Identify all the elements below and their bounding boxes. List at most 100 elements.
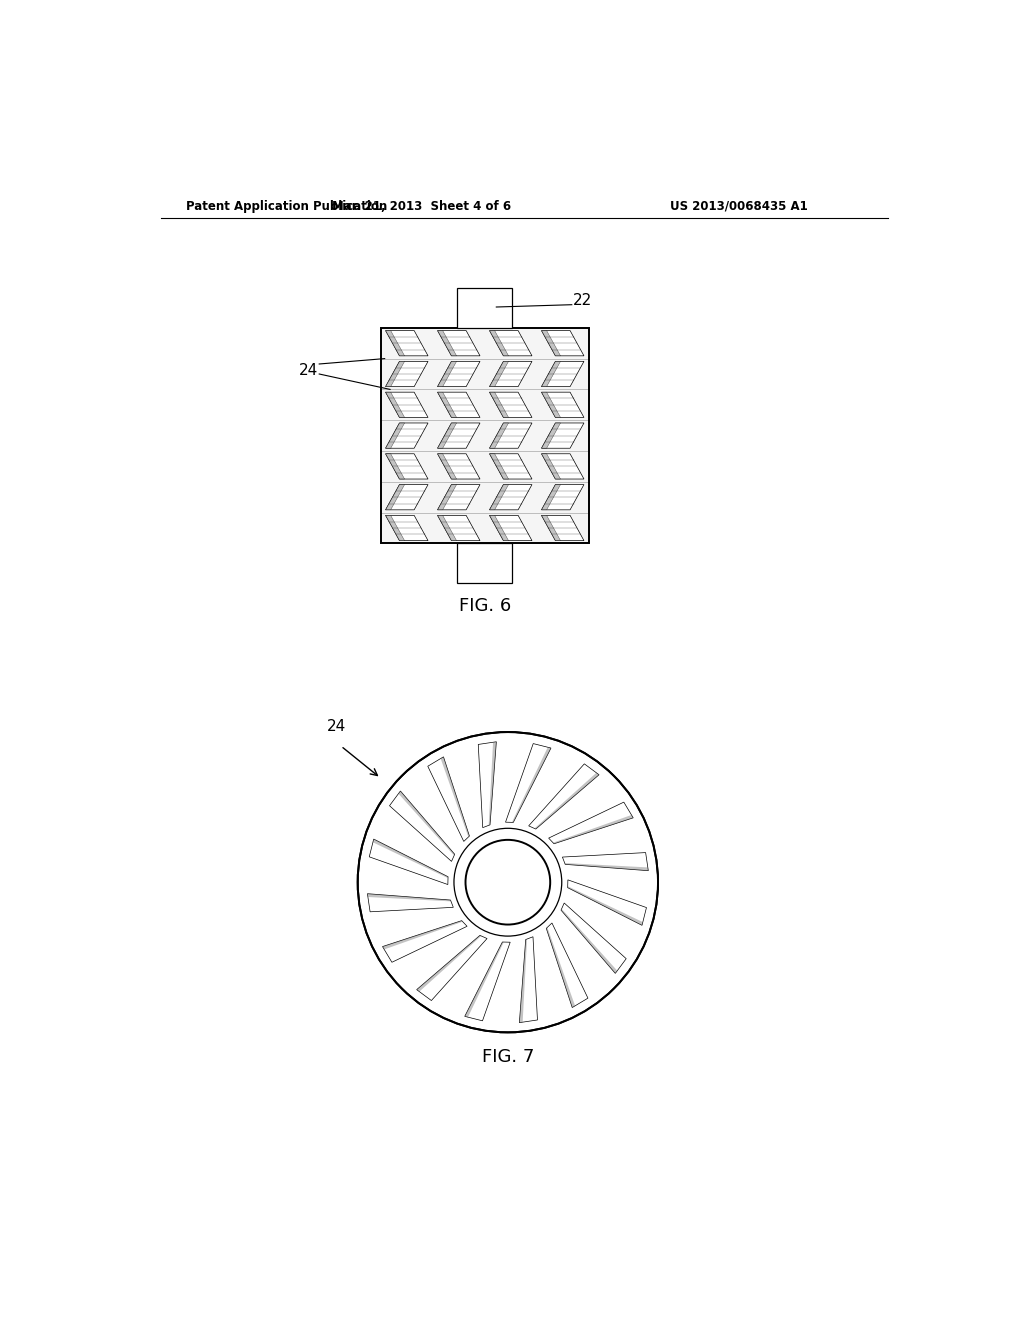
Polygon shape <box>417 936 487 1001</box>
Polygon shape <box>386 515 404 541</box>
Polygon shape <box>437 330 480 356</box>
Polygon shape <box>489 362 532 387</box>
Polygon shape <box>542 422 584 449</box>
Polygon shape <box>368 894 451 902</box>
Polygon shape <box>489 515 509 541</box>
Polygon shape <box>512 747 551 822</box>
Polygon shape <box>542 362 560 387</box>
Polygon shape <box>428 756 469 841</box>
Polygon shape <box>489 330 532 356</box>
Polygon shape <box>488 742 497 825</box>
Polygon shape <box>542 392 584 417</box>
Polygon shape <box>383 920 463 949</box>
Circle shape <box>466 840 550 924</box>
Polygon shape <box>386 422 404 449</box>
Text: FIG. 6: FIG. 6 <box>459 597 511 615</box>
Polygon shape <box>370 840 449 884</box>
Polygon shape <box>535 772 599 829</box>
Polygon shape <box>489 484 532 510</box>
Polygon shape <box>542 422 560 449</box>
Bar <box>381 327 589 544</box>
Polygon shape <box>373 840 449 878</box>
Polygon shape <box>465 942 504 1018</box>
Polygon shape <box>386 454 428 479</box>
Polygon shape <box>542 392 560 417</box>
Polygon shape <box>386 422 428 449</box>
Polygon shape <box>386 484 428 510</box>
Polygon shape <box>542 484 584 510</box>
Circle shape <box>454 829 562 936</box>
Text: Mar. 21, 2013  Sheet 4 of 6: Mar. 21, 2013 Sheet 4 of 6 <box>332 199 511 213</box>
Polygon shape <box>386 454 404 479</box>
Polygon shape <box>561 909 617 973</box>
Polygon shape <box>440 756 469 837</box>
Polygon shape <box>506 743 551 822</box>
Polygon shape <box>542 330 584 356</box>
Polygon shape <box>561 903 627 973</box>
Polygon shape <box>565 863 648 871</box>
Polygon shape <box>542 454 584 479</box>
Polygon shape <box>386 484 404 510</box>
Text: FIG. 7: FIG. 7 <box>481 1048 535 1065</box>
Polygon shape <box>489 330 509 356</box>
Polygon shape <box>386 392 404 417</box>
Polygon shape <box>546 923 588 1007</box>
Polygon shape <box>478 742 497 828</box>
Polygon shape <box>542 515 584 541</box>
Polygon shape <box>489 422 532 449</box>
Polygon shape <box>437 362 480 387</box>
Polygon shape <box>386 515 428 541</box>
Polygon shape <box>383 920 467 962</box>
Polygon shape <box>542 484 560 510</box>
Bar <box>381 327 589 544</box>
Polygon shape <box>417 936 481 991</box>
Text: 24: 24 <box>327 719 346 734</box>
Polygon shape <box>437 392 457 417</box>
Bar <box>457 288 512 327</box>
Polygon shape <box>562 853 648 871</box>
Polygon shape <box>389 791 455 862</box>
Polygon shape <box>437 454 457 479</box>
Polygon shape <box>489 392 509 417</box>
Polygon shape <box>437 392 480 417</box>
Polygon shape <box>437 454 480 479</box>
Polygon shape <box>465 942 510 1020</box>
Bar <box>457 544 512 583</box>
Polygon shape <box>386 362 428 387</box>
Polygon shape <box>386 330 428 356</box>
Polygon shape <box>489 392 532 417</box>
Polygon shape <box>489 454 532 479</box>
Text: 22: 22 <box>573 293 593 309</box>
Polygon shape <box>437 515 480 541</box>
Polygon shape <box>437 484 480 510</box>
Polygon shape <box>489 422 509 449</box>
Polygon shape <box>567 886 643 925</box>
Polygon shape <box>542 362 584 387</box>
Polygon shape <box>519 939 527 1023</box>
Polygon shape <box>549 803 633 843</box>
Polygon shape <box>567 880 646 925</box>
Polygon shape <box>368 894 454 912</box>
Polygon shape <box>519 937 538 1023</box>
Polygon shape <box>553 814 633 843</box>
Text: 24: 24 <box>298 363 317 378</box>
Polygon shape <box>386 362 404 387</box>
Polygon shape <box>386 330 404 356</box>
Polygon shape <box>489 515 532 541</box>
Polygon shape <box>542 515 560 541</box>
Polygon shape <box>437 484 457 510</box>
Polygon shape <box>546 928 575 1007</box>
Polygon shape <box>489 484 509 510</box>
Polygon shape <box>437 330 457 356</box>
Circle shape <box>357 733 658 1032</box>
Polygon shape <box>528 764 599 829</box>
Polygon shape <box>542 454 560 479</box>
Text: Patent Application Publication: Patent Application Publication <box>186 199 387 213</box>
Polygon shape <box>489 454 509 479</box>
Polygon shape <box>437 362 457 387</box>
Polygon shape <box>542 330 560 356</box>
Polygon shape <box>437 422 480 449</box>
Polygon shape <box>398 791 455 855</box>
Polygon shape <box>437 422 457 449</box>
Text: US 2013/0068435 A1: US 2013/0068435 A1 <box>670 199 807 213</box>
